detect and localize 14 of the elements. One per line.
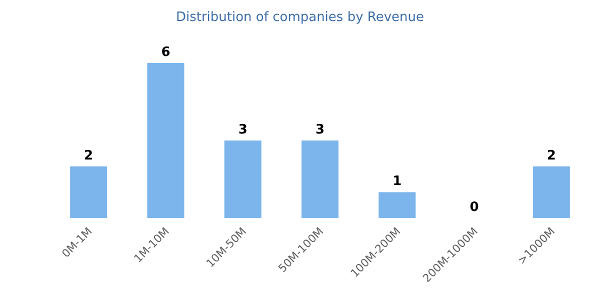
data-label: 6 bbox=[161, 45, 170, 60]
data-label: 2 bbox=[546, 148, 556, 164]
data-label: 3 bbox=[315, 122, 325, 138]
data-label: 2 bbox=[84, 148, 94, 164]
data-label: 0 bbox=[470, 200, 479, 215]
bar bbox=[70, 166, 108, 218]
bar bbox=[147, 63, 184, 218]
bar bbox=[301, 140, 339, 218]
data-label: 1 bbox=[392, 174, 402, 190]
bar bbox=[532, 166, 570, 218]
chart-title: Distribution of companies by Revenue bbox=[176, 10, 424, 25]
bar bbox=[378, 192, 416, 218]
data-label: 3 bbox=[238, 122, 248, 138]
bar bbox=[224, 140, 262, 218]
